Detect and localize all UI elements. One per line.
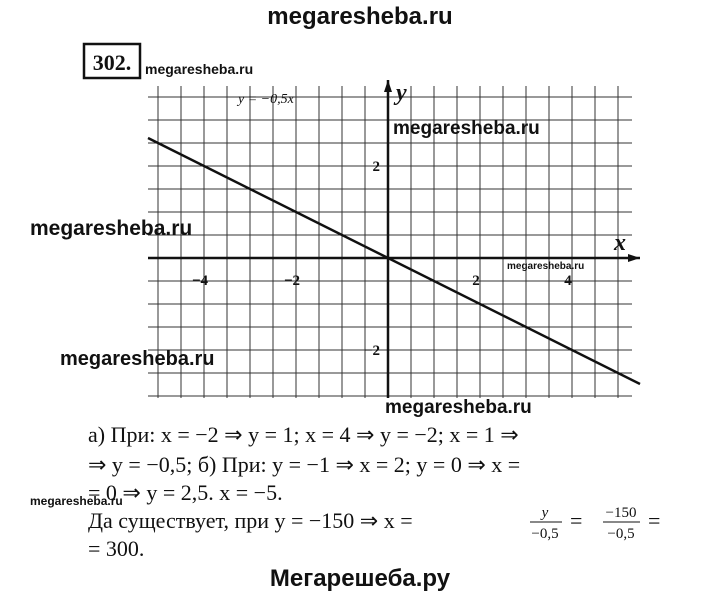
number-box [82, 42, 142, 80]
watermark: megaresheba.ru [393, 118, 540, 139]
fraction-den: −0,5 [607, 526, 634, 542]
function-line [147, 136, 641, 386]
solution-line: = 0 ⇒ y = 2,5. x = −5. [88, 480, 283, 505]
watermark: megaresheba.ru [30, 217, 192, 240]
fraction-num: −150 [606, 505, 637, 521]
watermark: megaresheba.ru [60, 348, 215, 370]
watermark: megaresheba.ru [145, 61, 253, 77]
x-arrow [628, 254, 640, 262]
problem-number: 302. [93, 50, 132, 75]
x-tick-label: −4 [192, 273, 209, 289]
watermark: megaresheba.ru [385, 397, 532, 418]
equals: = [570, 508, 582, 533]
fraction-den: −0,5 [531, 526, 558, 542]
header: megaresheba.ru [267, 3, 452, 30]
x-tick-label: −2 [284, 273, 300, 289]
existence-prefix: Да существует, при y = −150 ⇒ x = [88, 508, 413, 533]
function-label: y = −0,5x [236, 92, 295, 107]
y-axis-label: y [393, 80, 407, 106]
watermark: megaresheba.ru [507, 261, 584, 272]
solution-line: а) При: x = −2 ⇒ y = 1; x = 4 ⇒ y = −2; … [88, 422, 519, 447]
fraction-num: y [540, 505, 549, 521]
x-tick-label: 4 [564, 273, 572, 289]
existence-result: = 300. [88, 536, 144, 561]
y-arrow [384, 80, 392, 92]
graph: x y y = −0,5x −4 −2 2 4 2 −2 [147, 80, 641, 398]
watermark: megaresheba.ru [30, 494, 123, 508]
equals: = [648, 508, 660, 533]
solution-line: ⇒ y = −0,5; б) При: y = −1 ⇒ x = 2; y = … [88, 452, 520, 477]
y-tick-label: 2 [373, 159, 381, 175]
x-tick-label: 2 [472, 273, 480, 289]
x-axis-label: x [613, 230, 626, 256]
footer: Мегарешеба.ру [270, 565, 451, 592]
y-tick-label: −2 [364, 343, 380, 359]
